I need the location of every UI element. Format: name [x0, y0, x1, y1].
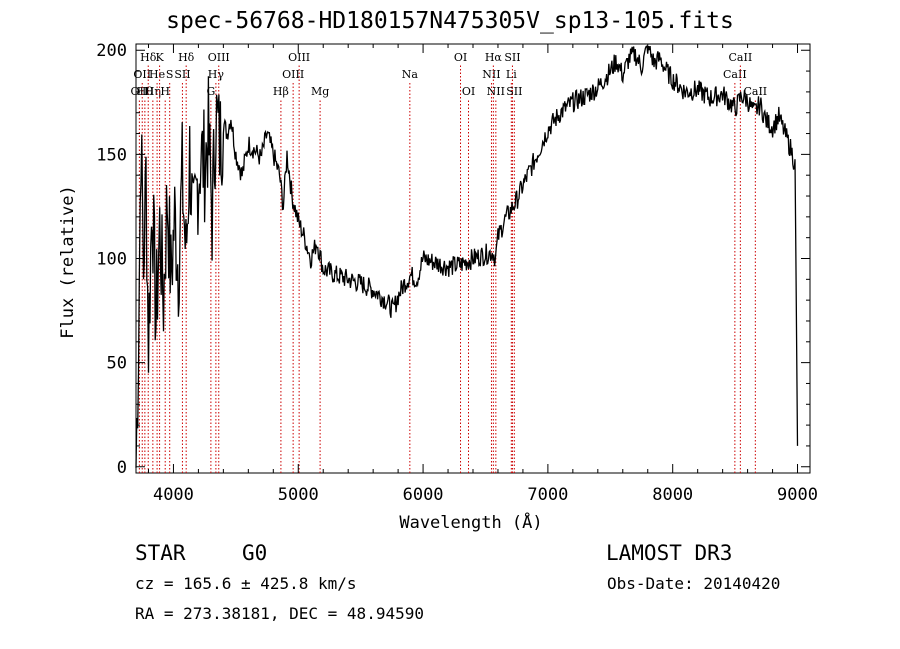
marker-label-3: Hδ	[140, 51, 157, 64]
survey-name: LAMOST DR3	[606, 541, 733, 565]
marker-label-25: SII	[504, 51, 520, 64]
marker-label-26: SII	[506, 85, 522, 98]
object-subclass: G0	[242, 541, 268, 565]
x-tick-label-1: 5000	[278, 485, 319, 505]
x-tick-label-3: 7000	[527, 485, 568, 505]
marker-label-10: Hδ	[178, 51, 195, 64]
coordinates: RA = 273.38181, DEC = 48.94590	[135, 604, 424, 623]
marker-label-5: He	[149, 68, 165, 81]
y-tick-label-0: 0	[117, 458, 127, 478]
chart-title: spec-56768-HD180157N475305V_sp13-105.fit…	[166, 8, 734, 34]
marker-label-17: Mg	[311, 85, 329, 98]
marker-label-19: OI	[454, 51, 467, 64]
marker-label-11: G	[206, 85, 215, 98]
marker-label-9: SII	[174, 68, 190, 81]
axis-ticks: 4000 5000 6000 7000 8000 9000 0 50 100 150 200	[96, 41, 818, 505]
marker-label-16: OIII	[288, 51, 310, 64]
marker-label-13: OIII	[208, 51, 230, 64]
marker-label-8: S	[166, 68, 174, 81]
x-tick-label-0: 4000	[153, 485, 194, 505]
object-class: STAR	[135, 541, 186, 565]
y-tick-label-2: 100	[96, 250, 127, 270]
y-tick-label-1: 50	[107, 354, 127, 374]
marker-label-27: CaII	[723, 68, 747, 81]
marker-label-29: CaII	[743, 85, 767, 98]
x-tick-label-2: 6000	[403, 485, 444, 505]
marker-label-21: NII	[482, 68, 500, 81]
y-tick-label-3: 150	[96, 145, 127, 165]
marker-label-2: Hθ	[137, 85, 154, 98]
obs-date: Obs-Date: 20140420	[607, 574, 781, 593]
marker-label-23: NII	[487, 85, 505, 98]
y-tick-label-4: 200	[96, 41, 127, 61]
marker-label-20: OI	[462, 85, 475, 98]
x-tick-label-4: 8000	[652, 485, 693, 505]
marker-label-6: K	[155, 51, 164, 64]
marker-label-24: Li	[506, 68, 517, 81]
marker-label-22: Hα	[485, 51, 503, 64]
marker-label-28: CaII	[729, 51, 753, 64]
marker-label-4: Hη	[145, 85, 161, 98]
marker-label-18: Na	[402, 68, 419, 81]
x-axis-label: Wavelength (Å)	[399, 511, 542, 533]
marker-label-12: Hγ	[208, 68, 225, 81]
y-axis-label: Flux (relative)	[58, 185, 78, 339]
marker-label-14: Hβ	[273, 85, 289, 98]
x-tick-label-5: 9000	[777, 485, 818, 505]
flux-series-line	[135, 45, 799, 468]
marker-label-7: H	[160, 85, 170, 98]
velocity-readout: cz = 165.6 ± 425.8 km/s	[135, 574, 357, 593]
marker-label-15: OIII	[282, 68, 304, 81]
